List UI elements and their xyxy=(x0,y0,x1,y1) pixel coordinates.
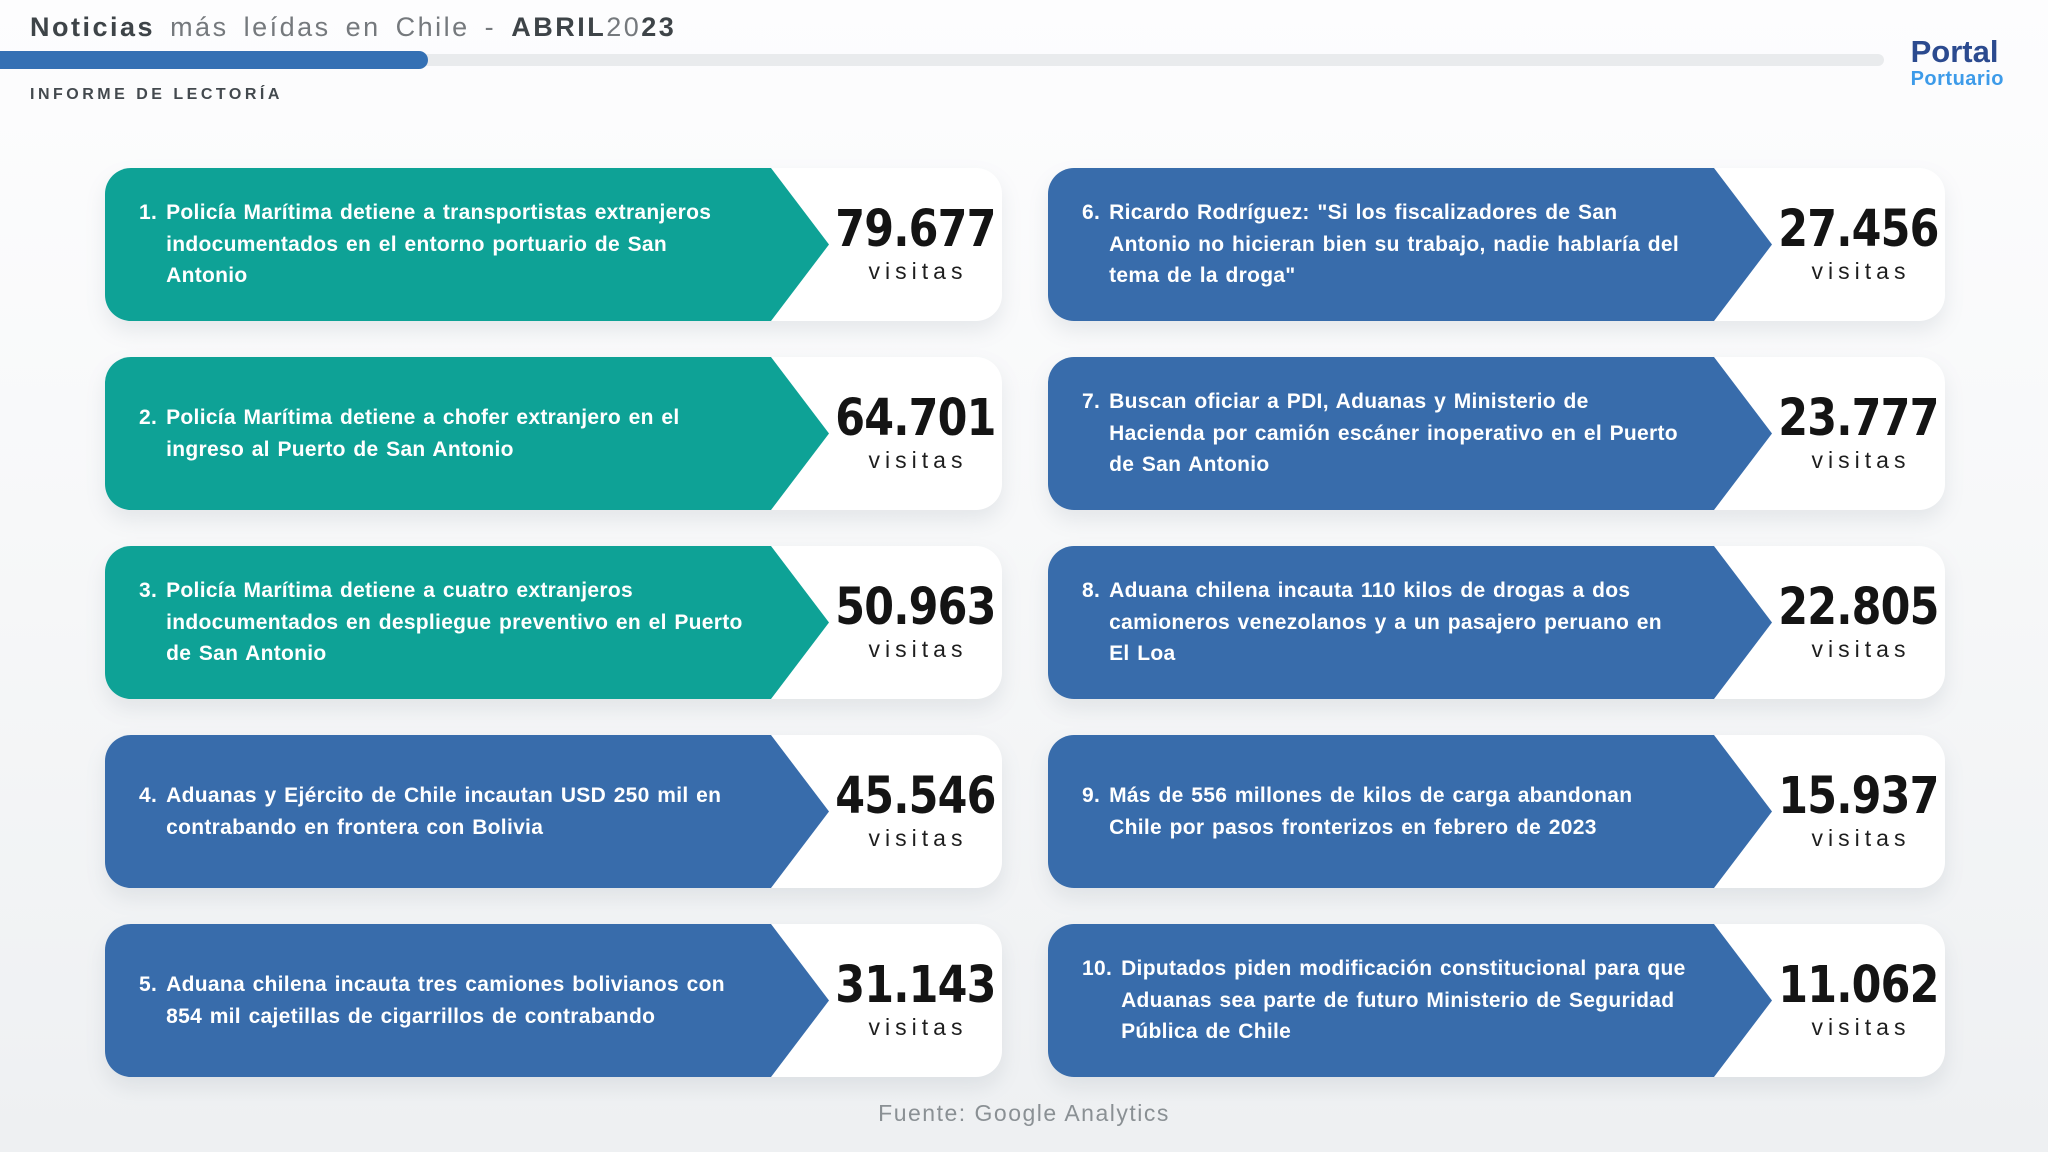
news-headline: Policía Marítima detiene a transportista… xyxy=(166,201,712,288)
visits-label: visitas xyxy=(868,1014,968,1040)
news-headline: Más de 556 millones de kilos de carga ab… xyxy=(1109,784,1633,839)
visits-label: visitas xyxy=(868,825,968,851)
news-arrow: 8. Aduana chilena incauta 110 kilos de dr… xyxy=(1048,546,1772,699)
title-year-bold: 23 xyxy=(641,12,677,42)
news-arrow: 5. Aduana chilena incauta tres camiones b… xyxy=(105,924,829,1077)
news-arrow: 7. Buscan oficiar a PDI, Aduanas y Minist… xyxy=(1048,357,1772,510)
news-text: 3. Policía Marítima detiene a cuatro extr… xyxy=(139,575,745,670)
news-card: 1. Policía Marítima detiene a transportis… xyxy=(105,168,1002,321)
visits-block: 79.677 visitas xyxy=(829,168,1002,321)
news-text: 5. Aduana chilena incauta tres camiones b… xyxy=(139,969,745,1032)
title-month: ABRIL xyxy=(511,12,607,42)
source-note: Fuente: Google Analytics xyxy=(878,1100,1170,1126)
page-title: Noticias más leídas en Chile - ABRIL2023 xyxy=(30,12,676,43)
visits-block: 31.143 visitas xyxy=(829,924,1002,1077)
visits-block: 11.062 visitas xyxy=(1772,924,1945,1077)
visits-count: 11.062 xyxy=(1778,956,1939,1015)
visits-block: 45.546 visitas xyxy=(829,735,1002,888)
news-text: 9. Más de 556 millones de kilos de carga … xyxy=(1082,780,1688,843)
visits-count: 79.677 xyxy=(835,200,996,259)
visits-block: 22.805 visitas xyxy=(1772,546,1945,699)
visits-count: 27.456 xyxy=(1778,200,1939,259)
news-rank: 3. xyxy=(139,579,158,603)
progress-bar-fill xyxy=(0,51,428,69)
news-arrow: 1. Policía Marítima detiene a transportis… xyxy=(105,168,829,321)
news-headline: Aduanas y Ejército de Chile incautan USD… xyxy=(166,784,722,839)
visits-block: 27.456 visitas xyxy=(1772,168,1945,321)
news-text: 8. Aduana chilena incauta 110 kilos de dr… xyxy=(1082,575,1688,670)
news-arrow: 2. Policía Marítima detiene a chofer extr… xyxy=(105,357,829,510)
news-card: 4. Aduanas y Ejército de Chile incautan U… xyxy=(105,735,1002,888)
news-card: 2. Policía Marítima detiene a chofer extr… xyxy=(105,357,1002,510)
news-rank: 1. xyxy=(139,201,158,225)
news-card: 7. Buscan oficiar a PDI, Aduanas y Minist… xyxy=(1048,357,1945,510)
news-card: 9. Más de 556 millones de kilos de carga … xyxy=(1048,735,1945,888)
news-headline: Buscan oficiar a PDI, Aduanas y Minister… xyxy=(1109,390,1678,477)
news-card: 5. Aduana chilena incauta tres camiones b… xyxy=(105,924,1002,1077)
visits-label: visitas xyxy=(1811,1014,1911,1040)
news-card: 3. Policía Marítima detiene a cuatro extr… xyxy=(105,546,1002,699)
visits-label: visitas xyxy=(868,636,968,662)
news-text: 2. Policía Marítima detiene a chofer extr… xyxy=(139,402,745,465)
news-arrow: 4. Aduanas y Ejército de Chile incautan U… xyxy=(105,735,829,888)
report-subtitle: INFORME DE LECTORÍA xyxy=(30,86,283,103)
news-rank: 2. xyxy=(139,406,158,429)
news-text: 6. Ricardo Rodríguez: "Si los fiscalizado… xyxy=(1082,197,1688,292)
visits-label: visitas xyxy=(868,447,968,473)
news-card: 8. Aduana chilena incauta 110 kilos de dr… xyxy=(1048,546,1945,699)
news-headline: Aduana chilena incauta tres camiones bol… xyxy=(166,973,725,1028)
visits-count: 45.546 xyxy=(835,767,996,826)
visits-label: visitas xyxy=(1811,447,1911,473)
news-rank: 5. xyxy=(139,973,158,996)
news-rank: 9. xyxy=(1082,784,1101,807)
visits-block: 50.963 visitas xyxy=(829,546,1002,699)
news-card: 6. Ricardo Rodríguez: "Si los fiscalizado… xyxy=(1048,168,1945,321)
news-headline: Diputados piden modificación constitucio… xyxy=(1121,957,1686,1044)
news-headline: Aduana chilena incauta 110 kilos de drog… xyxy=(1109,579,1662,666)
visits-count: 22.805 xyxy=(1778,578,1939,637)
news-rank: 6. xyxy=(1082,201,1101,225)
visits-block: 15.937 visitas xyxy=(1772,735,1945,888)
logo-line-portuario: Portuario xyxy=(1910,68,2004,90)
visits-count: 64.701 xyxy=(835,389,996,448)
news-text: 7. Buscan oficiar a PDI, Aduanas y Minist… xyxy=(1082,386,1688,481)
news-headline: Policía Marítima detiene a cuatro extran… xyxy=(166,579,743,666)
visits-label: visitas xyxy=(1811,636,1911,662)
news-grid: 1. Policía Marítima detiene a transportis… xyxy=(105,168,1945,1077)
news-text: 4. Aduanas y Ejército de Chile incautan U… xyxy=(139,780,745,843)
visits-block: 64.701 visitas xyxy=(829,357,1002,510)
news-arrow: 10. Diputados piden modificación constitu… xyxy=(1048,924,1772,1077)
portal-portuario-logo: Portal Portuario xyxy=(1911,36,2004,89)
news-headline: Ricardo Rodríguez: "Si los fiscalizadore… xyxy=(1109,201,1680,288)
news-card: 10. Diputados piden modificación constitu… xyxy=(1048,924,1945,1077)
news-rank: 7. xyxy=(1082,390,1101,414)
visits-label: visitas xyxy=(1811,825,1911,851)
news-arrow: 9. Más de 556 millones de kilos de carga … xyxy=(1048,735,1772,888)
visits-label: visitas xyxy=(1811,258,1911,284)
visits-label: visitas xyxy=(868,258,968,284)
title-rest: más leídas en Chile - xyxy=(170,12,497,42)
news-rank: 8. xyxy=(1082,579,1101,603)
progress-bar-track xyxy=(0,51,1884,69)
news-headline: Policía Marítima detiene a chofer extran… xyxy=(166,406,680,461)
visits-count: 31.143 xyxy=(835,956,996,1015)
news-arrow: 3. Policía Marítima detiene a cuatro extr… xyxy=(105,546,829,699)
title-year-light: 20 xyxy=(606,12,642,42)
news-arrow: 6. Ricardo Rodríguez: "Si los fiscalizado… xyxy=(1048,168,1772,321)
visits-count: 15.937 xyxy=(1778,767,1939,826)
logo-line-portal: Portal xyxy=(1910,34,1999,69)
news-rank: 4. xyxy=(139,784,158,807)
news-rank: 10. xyxy=(1082,957,1113,981)
news-text: 1. Policía Marítima detiene a transportis… xyxy=(139,197,745,292)
title-word-noticias: Noticias xyxy=(30,12,156,42)
visits-count: 50.963 xyxy=(835,578,996,637)
visits-count: 23.777 xyxy=(1778,389,1939,448)
news-text: 10. Diputados piden modificación constitu… xyxy=(1082,953,1688,1048)
visits-block: 23.777 visitas xyxy=(1772,357,1945,510)
